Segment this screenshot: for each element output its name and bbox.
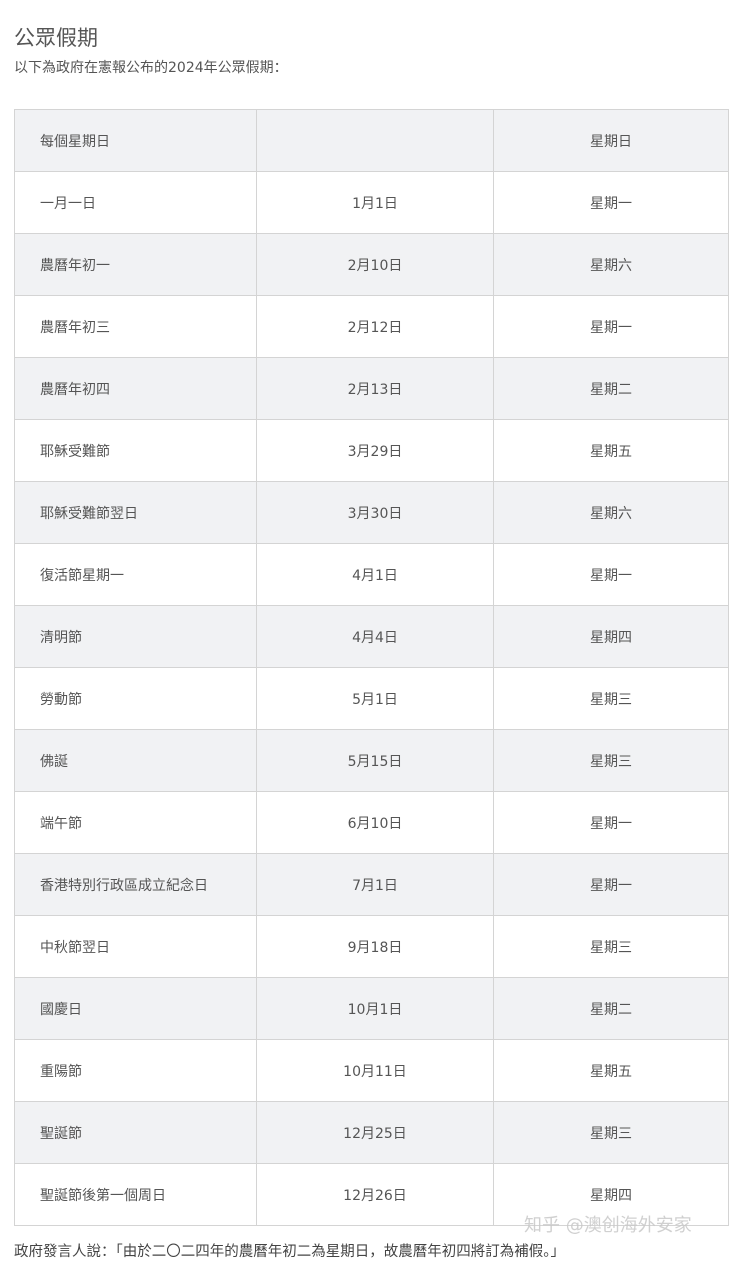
table-row: 聖誕節後第一個周日 12月26日 星期四: [14, 1163, 729, 1226]
holiday-date: 4月1日: [256, 543, 494, 606]
holiday-name: 中秋節翌日: [14, 915, 257, 978]
holiday-weekday: 星期一: [493, 791, 729, 854]
holiday-date: 1月1日: [256, 171, 494, 234]
holiday-weekday: 星期五: [493, 1039, 729, 1102]
holiday-weekday: 星期五: [493, 419, 729, 482]
table-row: 耶穌受難節翌日 3月30日 星期六: [14, 481, 729, 544]
watermark: 知乎 @澳创海外安家: [524, 1215, 692, 1236]
holiday-name: 國慶日: [14, 977, 257, 1040]
holiday-weekday: 星期三: [493, 729, 729, 792]
holiday-name: 耶穌受難節翌日: [14, 481, 257, 544]
holiday-name: 佛誕: [14, 729, 257, 792]
table-row: 端午節 6月10日 星期一: [14, 791, 729, 854]
table-row: 每個星期日 星期日: [14, 109, 729, 172]
holiday-name: 復活節星期一: [14, 543, 257, 606]
holiday-weekday: 星期六: [493, 481, 729, 544]
holiday-weekday: 星期六: [493, 233, 729, 296]
holiday-date: 2月10日: [256, 233, 494, 296]
holiday-date: 10月1日: [256, 977, 494, 1040]
holiday-name: 每個星期日: [14, 109, 257, 172]
holiday-weekday: 星期三: [493, 915, 729, 978]
holiday-date: 5月1日: [256, 667, 494, 730]
holiday-name: 勞動節: [14, 667, 257, 730]
holiday-date: 12月25日: [256, 1101, 494, 1164]
table-row: 勞動節 5月1日 星期三: [14, 667, 729, 730]
table-row: 農曆年初四 2月13日 星期二: [14, 357, 729, 420]
holiday-date: 2月13日: [256, 357, 494, 420]
holiday-weekday: 星期三: [493, 667, 729, 730]
holiday-name: 農曆年初三: [14, 295, 257, 358]
holiday-name: 一月一日: [14, 171, 257, 234]
holiday-name: 香港特別行政區成立紀念日: [14, 853, 257, 916]
holiday-weekday: 星期二: [493, 357, 729, 420]
holiday-weekday: 星期二: [493, 977, 729, 1040]
table-row: 重陽節 10月11日 星期五: [14, 1039, 729, 1102]
page-title: 公眾假期: [14, 26, 98, 50]
holiday-weekday: 星期四: [493, 605, 729, 668]
holiday-date: [256, 109, 494, 172]
holiday-date: 4月4日: [256, 605, 494, 668]
holiday-date: 10月11日: [256, 1039, 494, 1102]
holiday-weekday: 星期一: [493, 171, 729, 234]
holiday-weekday: 星期日: [493, 109, 729, 172]
table-row: 農曆年初一 2月10日 星期六: [14, 233, 729, 296]
table-row: 一月一日 1月1日 星期一: [14, 171, 729, 234]
holiday-weekday: 星期一: [493, 853, 729, 916]
table-row: 香港特別行政區成立紀念日 7月1日 星期一: [14, 853, 729, 916]
table-row: 中秋節翌日 9月18日 星期三: [14, 915, 729, 978]
page-subtitle: 以下為政府在憲報公布的2024年公眾假期：: [14, 60, 288, 76]
holiday-name: 聖誕節: [14, 1101, 257, 1164]
table-row: 清明節 4月4日 星期四: [14, 605, 729, 668]
holiday-date: 3月29日: [256, 419, 494, 482]
table-row: 復活節星期一 4月1日 星期一: [14, 543, 729, 606]
holiday-weekday: 星期四: [493, 1163, 729, 1226]
table-row: 國慶日 10月1日 星期二: [14, 977, 729, 1040]
holiday-date: 9月18日: [256, 915, 494, 978]
holiday-weekday: 星期一: [493, 295, 729, 358]
holiday-name: 耶穌受難節: [14, 419, 257, 482]
table-row: 耶穌受難節 3月29日 星期五: [14, 419, 729, 482]
table-row: 佛誕 5月15日 星期三: [14, 729, 729, 792]
holiday-name: 端午節: [14, 791, 257, 854]
holiday-weekday: 星期一: [493, 543, 729, 606]
holiday-date: 5月15日: [256, 729, 494, 792]
holiday-date: 2月12日: [256, 295, 494, 358]
table-row: 聖誕節 12月25日 星期三: [14, 1101, 729, 1164]
holiday-date: 3月30日: [256, 481, 494, 544]
holiday-name: 農曆年初四: [14, 357, 257, 420]
holiday-name: 聖誕節後第一個周日: [14, 1163, 257, 1226]
footer-note: 政府發言人說：「由於二〇二四年的農曆年初二為星期日，故農曆年初四將訂為補假。」: [14, 1244, 565, 1260]
holiday-table: 每個星期日 星期日 一月一日 1月1日 星期一 農曆年初一 2月10日 星期六 農曆年初三 2月1…: [14, 109, 729, 1226]
holiday-weekday: 星期三: [493, 1101, 729, 1164]
holiday-name: 清明節: [14, 605, 257, 668]
holiday-date: 6月10日: [256, 791, 494, 854]
holiday-name: 重陽節: [14, 1039, 257, 1102]
table-row: 農曆年初三 2月12日 星期一: [14, 295, 729, 358]
holiday-date: 7月1日: [256, 853, 494, 916]
holiday-name: 農曆年初一: [14, 233, 257, 296]
holiday-date: 12月26日: [256, 1163, 494, 1226]
